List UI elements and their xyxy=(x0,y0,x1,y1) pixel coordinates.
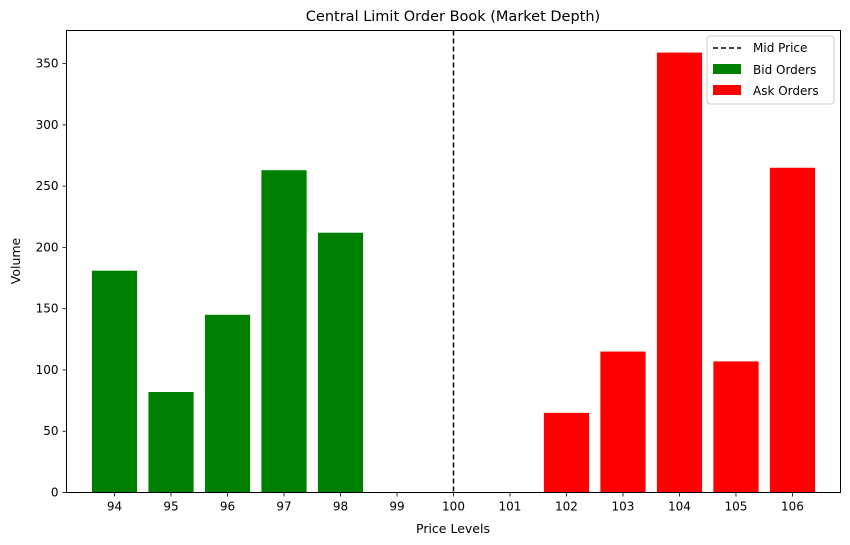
y-tick-label: 150 xyxy=(36,302,59,316)
y-tick-label: 0 xyxy=(51,486,59,500)
chart-title: Central Limit Order Book (Market Depth) xyxy=(306,9,600,25)
x-tick-label: 98 xyxy=(333,500,348,514)
x-tick-label: 99 xyxy=(389,500,404,514)
x-axis-label: Price Levels xyxy=(416,521,490,536)
y-tick-label: 100 xyxy=(36,363,59,377)
ask-bar-106 xyxy=(769,167,816,493)
legend-ask-orders-swatch xyxy=(713,85,741,95)
x-tick-label: 101 xyxy=(499,500,522,514)
x-tick-label: 104 xyxy=(668,500,691,514)
bid-bar-94 xyxy=(91,270,138,493)
x-tick-label: 103 xyxy=(612,500,635,514)
x-tick-label: 106 xyxy=(781,500,804,514)
x-tick-label: 102 xyxy=(555,500,578,514)
x-tick-label: 105 xyxy=(725,500,748,514)
y-tick-label: 250 xyxy=(36,179,59,193)
x-tick-label: 94 xyxy=(107,500,122,514)
x-tick-label: 95 xyxy=(163,500,178,514)
ask-bar-104 xyxy=(656,52,703,493)
legend-bid-orders-label: Bid Orders xyxy=(753,63,816,77)
ask-bar-105 xyxy=(713,361,759,493)
legend-bid-orders-swatch xyxy=(713,64,741,74)
bid-bar-95 xyxy=(148,392,194,493)
ask-bar-102 xyxy=(543,412,590,493)
x-tick-label: 96 xyxy=(220,500,235,514)
y-tick-label: 50 xyxy=(43,424,58,438)
bid-bar-96 xyxy=(204,314,251,493)
x-axis-ticks: 94 95 96 97 98 99 100 101 102 103 104 105 106 xyxy=(107,492,804,514)
ask-bar-103 xyxy=(600,351,646,493)
y-tick-label: 350 xyxy=(36,57,59,71)
bid-bar-97 xyxy=(261,170,307,493)
y-tick-label: 300 xyxy=(36,118,59,132)
legend: Mid Price Bid Orders Ask Orders xyxy=(706,35,835,105)
x-tick-label: 97 xyxy=(276,500,291,514)
legend-ask-orders-label: Ask Orders xyxy=(753,84,819,98)
y-axis-ticks: 0 50 100 150 200 250 300 350 xyxy=(36,57,67,500)
legend-mid-price-label: Mid Price xyxy=(753,41,807,55)
x-tick-label: 100 xyxy=(442,500,465,514)
y-axis-label: Volume xyxy=(8,237,23,284)
bars-layer xyxy=(91,52,816,493)
bid-bar-98 xyxy=(317,232,364,493)
y-tick-label: 200 xyxy=(36,240,59,254)
